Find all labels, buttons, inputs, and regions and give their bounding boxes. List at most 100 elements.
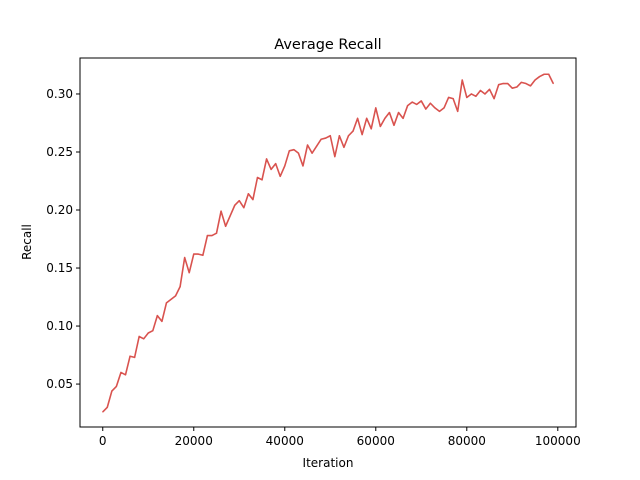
data-point — [229, 215, 231, 217]
data-point — [525, 82, 527, 85]
data-point — [261, 179, 263, 181]
data-point — [211, 234, 213, 237]
data-point — [347, 135, 350, 137]
y-axis-label: Recall — [20, 224, 34, 260]
x-tick-label: 60000 — [357, 434, 395, 448]
y-tick-label: 0.30 — [46, 87, 73, 101]
data-point — [502, 82, 504, 85]
data-point — [370, 128, 372, 130]
data-point — [457, 110, 459, 112]
data-point — [188, 272, 190, 274]
data-point — [425, 108, 427, 110]
data-point — [402, 117, 404, 119]
data-point — [411, 101, 413, 103]
data-point — [284, 165, 286, 167]
data-point — [111, 390, 113, 392]
data-point — [529, 85, 532, 87]
data-point — [366, 117, 368, 119]
data-point — [498, 84, 500, 86]
data-point — [320, 138, 322, 140]
y-tick-label: 0.05 — [46, 377, 73, 391]
data-point — [234, 204, 236, 206]
data-point — [479, 89, 482, 92]
data-point — [270, 168, 272, 170]
data-point — [174, 295, 177, 297]
data-point — [243, 207, 245, 209]
y-tick-label: 0.20 — [46, 203, 73, 217]
y-tick-label: 0.15 — [46, 261, 73, 275]
x-tick-label: 0 — [99, 434, 107, 448]
y-axis-ticks: 0.05 0.10 0.15 0.20 0.25 0.30 — [46, 87, 80, 391]
data-point — [470, 93, 472, 95]
data-point — [516, 86, 518, 88]
x-tick-label: 40000 — [266, 434, 304, 448]
data-point — [161, 320, 163, 323]
data-point — [206, 234, 209, 237]
data-point — [543, 73, 545, 75]
data-point — [511, 87, 513, 89]
data-point — [452, 98, 454, 100]
data-point — [134, 356, 136, 358]
data-point — [293, 149, 295, 151]
data-point — [429, 102, 431, 104]
data-point — [302, 165, 304, 167]
data-point — [215, 232, 218, 234]
x-axis-label: Iteration — [303, 456, 354, 470]
data-point — [361, 133, 363, 136]
data-point — [379, 125, 381, 128]
data-point — [129, 355, 131, 357]
data-point — [488, 88, 491, 90]
data-point — [443, 107, 445, 109]
data-point — [225, 225, 227, 227]
data-point — [356, 117, 359, 119]
data-point — [265, 158, 268, 160]
x-axis-ticks: 0 20000 40000 60000 80000 100000 — [99, 427, 581, 448]
data-point — [388, 111, 391, 114]
data-point — [343, 146, 345, 148]
y-tick-label: 0.25 — [46, 145, 73, 159]
data-point — [397, 111, 400, 114]
data-point — [170, 298, 172, 300]
data-point — [384, 117, 386, 119]
axes-frame — [79, 57, 577, 428]
data-point — [461, 79, 463, 81]
data-point — [306, 144, 309, 146]
data-point — [329, 135, 331, 137]
data-point — [275, 162, 277, 165]
data-point — [279, 175, 281, 177]
data-point — [520, 81, 522, 83]
data-point — [507, 82, 509, 85]
data-point — [115, 385, 117, 387]
data-point — [393, 124, 395, 126]
data-point — [434, 107, 436, 109]
data-point — [311, 152, 313, 154]
data-point — [147, 332, 149, 334]
data-point — [493, 98, 495, 100]
data-point — [124, 374, 127, 376]
data-point — [338, 135, 340, 137]
data-point — [220, 210, 222, 212]
data-point — [202, 254, 204, 256]
data-point — [165, 302, 168, 304]
data-point — [316, 145, 318, 147]
data-point — [334, 156, 336, 158]
data-point — [548, 73, 550, 75]
data-point — [252, 198, 254, 201]
recall-series-line — [102, 73, 554, 413]
data-point — [247, 193, 249, 195]
data-point — [352, 130, 354, 132]
data-point — [539, 75, 541, 78]
data-point — [484, 93, 486, 95]
data-point — [143, 338, 145, 340]
data-point — [120, 371, 122, 374]
chart-title: Average Recall — [274, 37, 381, 53]
data-point — [193, 253, 195, 255]
plot-area — [102, 73, 554, 413]
data-point — [475, 95, 477, 97]
data-point — [325, 137, 327, 139]
x-tick-label: 80000 — [448, 434, 486, 448]
data-point — [184, 256, 186, 259]
data-point — [238, 200, 240, 202]
data-point — [152, 330, 154, 332]
